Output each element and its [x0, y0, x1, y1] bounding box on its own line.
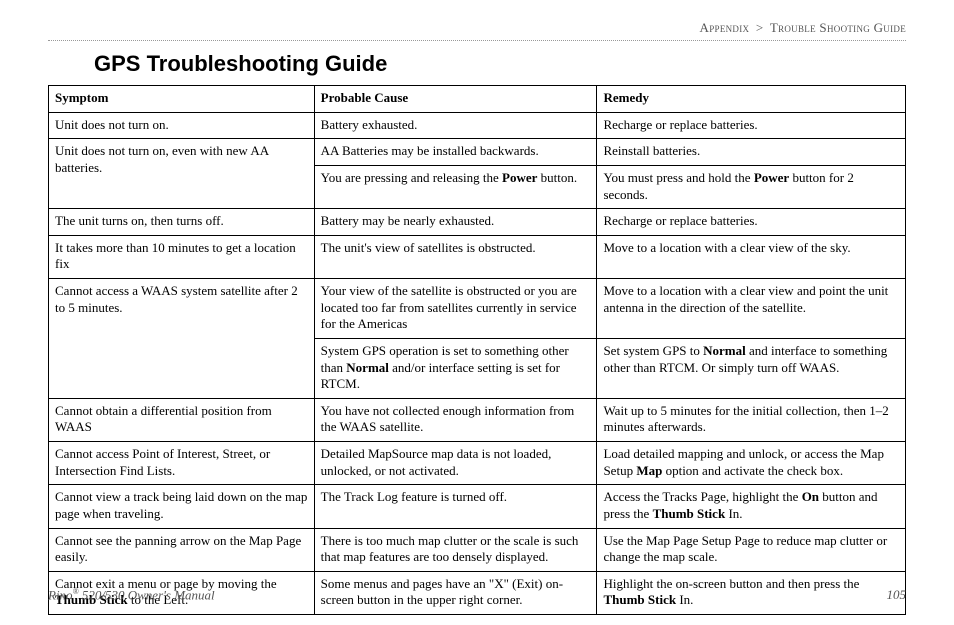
table-row: Unit does not turn on.Battery exhausted.… — [49, 112, 906, 139]
cell-symptom: Cannot access a WAAS system satellite af… — [49, 279, 315, 399]
cell-cause: AA Batteries may be installed backwards. — [314, 139, 597, 166]
table-row: Cannot access a WAAS system satellite af… — [49, 279, 906, 339]
cell-cause: Your view of the satellite is obstructed… — [314, 279, 597, 339]
cell-cause: Battery exhausted. — [314, 112, 597, 139]
breadcrumb-page: Trouble Shooting Guide — [770, 20, 906, 35]
cell-symptom: It takes more than 10 minutes to get a l… — [49, 235, 315, 278]
table-row: The unit turns on, then turns off.Batter… — [49, 209, 906, 236]
cell-symptom: Unit does not turn on, even with new AA … — [49, 139, 315, 209]
cell-cause: The Track Log feature is turned off. — [314, 485, 597, 528]
page-footer: Rino® 520/530 Owner's Manual 105 — [48, 587, 906, 603]
cell-remedy: Use the Map Page Setup Page to reduce ma… — [597, 528, 906, 571]
troubleshoot-table: SymptomProbable CauseRemedy Unit does no… — [48, 85, 906, 615]
table-header-symptom: Symptom — [49, 86, 315, 113]
cell-symptom: Cannot obtain a differential position fr… — [49, 398, 315, 441]
cell-remedy: Move to a location with a clear view and… — [597, 279, 906, 339]
cell-remedy: Access the Tracks Page, highlight the On… — [597, 485, 906, 528]
cell-cause: Battery may be nearly exhausted. — [314, 209, 597, 236]
breadcrumb: Appendix > Trouble Shooting Guide — [48, 20, 906, 41]
footer-page-number: 105 — [887, 587, 907, 603]
cell-cause: You have not collected enough informatio… — [314, 398, 597, 441]
breadcrumb-sep: > — [753, 20, 767, 35]
cell-cause: System GPS operation is set to something… — [314, 338, 597, 398]
table-row: It takes more than 10 minutes to get a l… — [49, 235, 906, 278]
page-title: GPS Troubleshooting Guide — [94, 51, 906, 77]
table-row: Cannot obtain a differential position fr… — [49, 398, 906, 441]
cell-symptom: Unit does not turn on. — [49, 112, 315, 139]
footer-product: Rino — [48, 587, 73, 602]
cell-remedy: Load detailed mapping and unlock, or acc… — [597, 442, 906, 485]
cell-remedy: Recharge or replace batteries. — [597, 209, 906, 236]
cell-symptom: Cannot access Point of Interest, Street,… — [49, 442, 315, 485]
table-header-cause: Probable Cause — [314, 86, 597, 113]
table-row: Cannot view a track being laid down on t… — [49, 485, 906, 528]
table-row: Unit does not turn on, even with new AA … — [49, 139, 906, 166]
cell-symptom: The unit turns on, then turns off. — [49, 209, 315, 236]
breadcrumb-section: Appendix — [700, 20, 750, 35]
footer-left: Rino® 520/530 Owner's Manual — [48, 587, 215, 603]
cell-cause: There is too much map clutter or the sca… — [314, 528, 597, 571]
cell-remedy: You must press and hold the Power button… — [597, 165, 906, 208]
table-header-remedy: Remedy — [597, 86, 906, 113]
cell-remedy: Move to a location with a clear view of … — [597, 235, 906, 278]
cell-cause: The unit's view of satellites is obstruc… — [314, 235, 597, 278]
cell-cause: You are pressing and releasing the Power… — [314, 165, 597, 208]
cell-symptom: Cannot see the panning arrow on the Map … — [49, 528, 315, 571]
table-row: Cannot access Point of Interest, Street,… — [49, 442, 906, 485]
cell-remedy: Wait up to 5 minutes for the initial col… — [597, 398, 906, 441]
cell-remedy: Reinstall batteries. — [597, 139, 906, 166]
cell-remedy: Set system GPS to Normal and interface t… — [597, 338, 906, 398]
footer-manual: 520/530 Owner's Manual — [79, 587, 215, 602]
cell-cause: Detailed MapSource map data is not loade… — [314, 442, 597, 485]
cell-remedy: Recharge or replace batteries. — [597, 112, 906, 139]
cell-symptom: Cannot view a track being laid down on t… — [49, 485, 315, 528]
table-row: Cannot see the panning arrow on the Map … — [49, 528, 906, 571]
